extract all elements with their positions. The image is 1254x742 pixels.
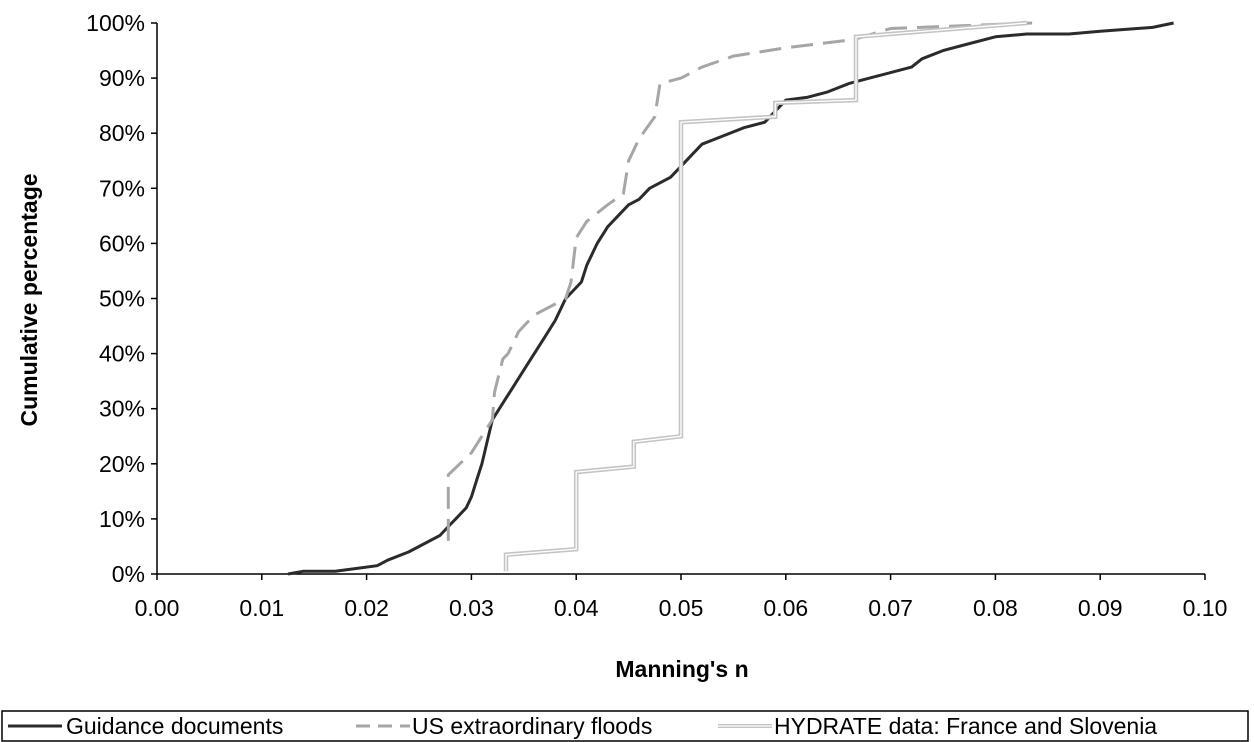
y-tick-label: 40% bbox=[99, 341, 145, 367]
x-tick-label: 0.01 bbox=[239, 595, 284, 621]
x-axis-title: Manning's n bbox=[615, 656, 748, 682]
y-tick-label: 90% bbox=[99, 65, 145, 91]
y-tick-label: 100% bbox=[86, 10, 145, 36]
y-tick-label: 70% bbox=[99, 175, 145, 201]
y-tick-label: 10% bbox=[99, 506, 145, 532]
y-tick-label: 0% bbox=[112, 561, 145, 587]
series-layer bbox=[287, 20, 1174, 576]
legend-label-guidance-documents: Guidance documents bbox=[66, 713, 283, 739]
legend-item-us-extraordinary-floods: US extraordinary floods bbox=[356, 713, 652, 739]
legend-label-hydrate-data: HYDRATE data: France and Slovenia bbox=[774, 713, 1157, 739]
x-tick-label: 0.03 bbox=[449, 595, 494, 621]
x-ticks: 0.00 0.01 0.02 0.03 0.04 0.05 0.06 0.07 0.08 0.09… bbox=[135, 574, 1228, 621]
x-tick-label: 0.05 bbox=[659, 595, 704, 621]
series-line-us-extraordinary-floods bbox=[446, 21, 1033, 541]
series-line-hydrate-data-france-and-slovenia bbox=[503, 20, 1027, 572]
legend-box bbox=[1, 710, 1249, 742]
legend-label-us-extraordinary-floods: US extraordinary floods bbox=[412, 713, 652, 739]
x-tick-label: 0.02 bbox=[344, 595, 389, 621]
y-tick-label: 30% bbox=[99, 396, 145, 422]
x-tick-label: 0.08 bbox=[973, 595, 1018, 621]
y-axis-title: Cumulative percentage bbox=[16, 173, 42, 426]
y-tick-label: 50% bbox=[99, 286, 145, 312]
legend: Guidance documents US extraordinary floo… bbox=[1, 710, 1249, 742]
x-tick-label: 0.09 bbox=[1078, 595, 1123, 621]
series-line-guidance-documents bbox=[287, 21, 1174, 576]
legend-item-hydrate-data: HYDRATE data: France and Slovenia bbox=[718, 713, 1157, 739]
x-tick-label: 0.06 bbox=[763, 595, 808, 621]
series-line-hydrate-data-france-and-slovenia-inner bbox=[505, 22, 1027, 572]
y-tick-label: 60% bbox=[99, 230, 145, 256]
y-ticks: 0% 10% 20% 30% 40% 50% 60% 70% 80% 90% 100% bbox=[86, 10, 157, 587]
legend-item-guidance-documents: Guidance documents bbox=[8, 713, 283, 739]
y-tick-label: 20% bbox=[99, 451, 145, 477]
x-tick-label: 0.10 bbox=[1183, 595, 1228, 621]
x-tick-label: 0.00 bbox=[135, 595, 180, 621]
x-tick-label: 0.04 bbox=[554, 595, 599, 621]
y-tick-label: 80% bbox=[99, 120, 145, 146]
x-tick-label: 0.07 bbox=[868, 595, 913, 621]
